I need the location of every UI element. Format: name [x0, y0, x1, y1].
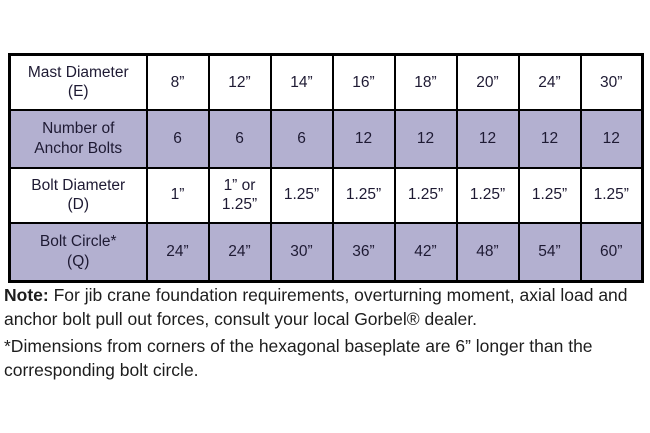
spec-table-row: Bolt Circle* (Q) 24” 24” 30” 36” 42” 48” 54” 60”	[8, 221, 644, 283]
note-body-text: For jib crane foundation requirements, o…	[4, 285, 628, 329]
spec-cell: 1”	[145, 166, 210, 224]
spec-cell: 20”	[455, 53, 520, 111]
spec-cell: 1” or 1.25”	[207, 166, 272, 224]
spec-cell: 24”	[207, 221, 272, 283]
spec-cell: 36”	[331, 221, 396, 283]
foundation-note: Note: For jib crane foundation requireme…	[4, 283, 648, 382]
spec-cell: 16”	[331, 53, 396, 111]
spec-cell: 30”	[269, 221, 334, 283]
spec-cell: 6	[145, 108, 210, 169]
row-header: Bolt Circle* (Q)	[8, 221, 148, 283]
spec-cell: 60”	[579, 221, 644, 283]
foundation-spec-table-container: Mast Diameter (E) 8” 12” 14” 16” 18” 20” 24” 30” N…	[8, 53, 644, 283]
spec-cell: 12	[331, 108, 396, 169]
spec-cell: 18”	[393, 53, 458, 111]
spec-cell: 1.25”	[455, 166, 520, 224]
spec-cell: 30”	[579, 53, 644, 111]
spec-cell: 1.25”	[269, 166, 334, 224]
spec-table-row: Number of Anchor Bolts 6 6 6 12 12 12 12 12	[8, 108, 644, 169]
spec-cell: 1.25”	[579, 166, 644, 224]
spec-cell: 12”	[207, 53, 272, 111]
note-label: Note:	[4, 285, 49, 305]
spec-cell: 48”	[455, 221, 520, 283]
spec-cell: 24”	[517, 53, 582, 111]
spec-cell: 12	[517, 108, 582, 169]
spec-cell: 54”	[517, 221, 582, 283]
spec-cell: 1.25”	[393, 166, 458, 224]
spec-cell: 6	[269, 108, 334, 169]
spec-cell: 12	[455, 108, 520, 169]
row-header: Mast Diameter (E)	[8, 53, 148, 111]
spec-cell: 12	[579, 108, 644, 169]
spec-table-row: Bolt Diameter (D) 1” 1” or 1.25” 1.25” 1.25” 1…	[8, 166, 644, 224]
row-header: Number of Anchor Bolts	[8, 108, 148, 169]
spec-cell: 1.25”	[517, 166, 582, 224]
spec-cell: 12	[393, 108, 458, 169]
note-paragraph: Note: For jib crane foundation requireme…	[4, 283, 648, 331]
spec-cell: 6	[207, 108, 272, 169]
footnote-paragraph: *Dimensions from corners of the hexagona…	[4, 336, 593, 380]
spec-table-row: Mast Diameter (E) 8” 12” 14” 16” 18” 20” 24” 30”	[8, 53, 644, 111]
spec-cell: 8”	[145, 53, 210, 111]
spec-cell: 42”	[393, 221, 458, 283]
spec-cell: 1.25”	[331, 166, 396, 224]
foundation-spec-table: Mast Diameter (E) 8” 12” 14” 16” 18” 20” 24” 30” N…	[8, 53, 644, 283]
row-header: Bolt Diameter (D)	[8, 166, 148, 224]
spec-cell: 14”	[269, 53, 334, 111]
spec-cell: 24”	[145, 221, 210, 283]
